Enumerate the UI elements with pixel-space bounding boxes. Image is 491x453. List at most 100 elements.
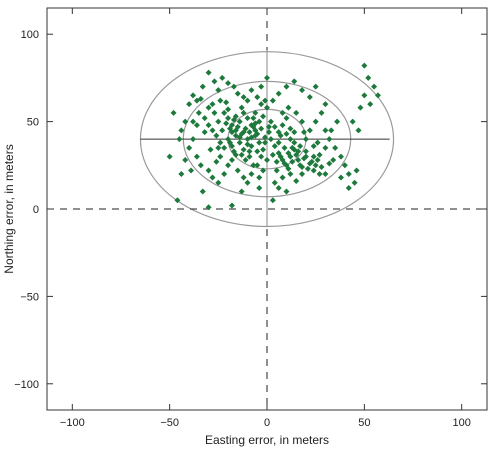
y-tick-label: −50 [20,291,39,303]
data-point-98 [293,178,300,185]
data-point-192 [271,179,278,186]
data-point-9 [225,80,232,87]
data-point-66 [254,130,261,137]
data-point-176 [262,97,269,104]
data-point-48 [217,139,224,146]
data-point-36 [244,115,251,122]
data-point-78 [225,106,232,113]
data-point-134 [254,162,261,169]
data-point-173 [176,136,183,143]
data-point-226 [256,185,263,192]
data-point-44 [279,122,286,129]
data-point-8 [219,74,226,81]
y-tick-label: 50 [27,117,39,129]
data-point-75 [248,134,255,141]
data-point-124 [205,167,212,174]
data-point-113 [285,165,292,172]
data-point-46 [287,125,294,132]
data-point-205 [293,109,300,116]
data-point-131 [240,174,247,181]
data-point-67 [258,125,265,132]
data-point-26 [201,115,208,122]
data-point-201 [258,83,265,90]
data-point-135 [258,153,265,160]
data-point-25 [195,109,202,116]
data-point-161 [322,127,329,134]
data-point-92 [314,157,321,164]
data-point-16 [258,101,265,108]
data-point-166 [330,157,337,164]
data-point-121 [190,136,197,143]
data-point-58 [256,139,263,146]
data-point-217 [250,115,257,122]
data-point-108 [308,158,315,165]
data-point-175 [252,109,259,116]
data-point-159 [349,118,356,125]
data-point-129 [228,157,235,164]
data-point-59 [260,146,267,153]
data-point-41 [267,118,274,125]
data-point-197 [211,109,218,116]
data-point-29 [215,118,222,125]
data-point-105 [297,162,304,169]
data-point-136 [186,144,193,151]
data-point-77 [232,113,239,120]
data-point-28 [209,127,216,134]
data-point-31 [225,115,232,122]
data-point-180 [209,101,216,108]
data-point-153 [365,74,372,81]
data-point-207 [314,139,321,146]
data-point-224 [190,118,197,125]
data-point-179 [256,174,263,181]
data-point-211 [227,139,234,146]
data-point-185 [242,157,249,164]
data-point-102 [285,150,292,157]
data-point-27 [205,122,212,129]
data-point-143 [213,158,220,165]
data-point-53 [236,139,243,146]
data-point-229 [269,197,276,204]
data-point-147 [337,153,344,160]
data-point-21 [291,78,298,85]
data-point-215 [262,134,269,141]
data-point-103 [289,158,296,165]
data-point-193 [322,144,329,151]
data-point-155 [374,92,381,99]
data-point-45 [283,115,290,122]
y-tick-label: 100 [21,29,39,41]
data-point-91 [310,167,317,174]
x-tick-label: −50 [160,417,179,429]
data-point-170 [178,127,185,134]
data-point-133 [248,171,255,178]
x-tick-label: 100 [453,417,471,429]
data-point-40 [260,113,267,120]
data-point-125 [209,174,216,181]
data-point-162 [318,109,325,116]
data-point-223 [326,160,333,167]
data-point-111 [277,153,284,160]
data-point-189 [262,139,269,146]
data-point-128 [225,162,232,169]
data-point-146 [332,144,339,151]
data-point-158 [355,127,362,134]
data-point-142 [199,188,206,195]
data-point-190 [269,151,276,158]
data-point-228 [283,188,290,195]
data-point-209 [238,151,245,158]
data-point-220 [300,129,307,136]
data-point-184 [322,101,329,108]
y-tick-label: −100 [14,379,39,391]
data-point-157 [367,101,374,108]
data-point-154 [371,83,378,90]
data-point-64 [246,129,253,136]
data-point-219 [287,136,294,143]
data-point-13 [244,97,251,104]
data-point-126 [215,179,222,186]
data-point-6 [211,78,218,85]
axis-ticks [47,8,487,410]
y-axis-label: Northing error, in meters [2,144,16,273]
data-point-22 [299,87,306,94]
data-point-2 [190,92,197,99]
x-axis-label: Easting error, in meters [205,433,329,447]
